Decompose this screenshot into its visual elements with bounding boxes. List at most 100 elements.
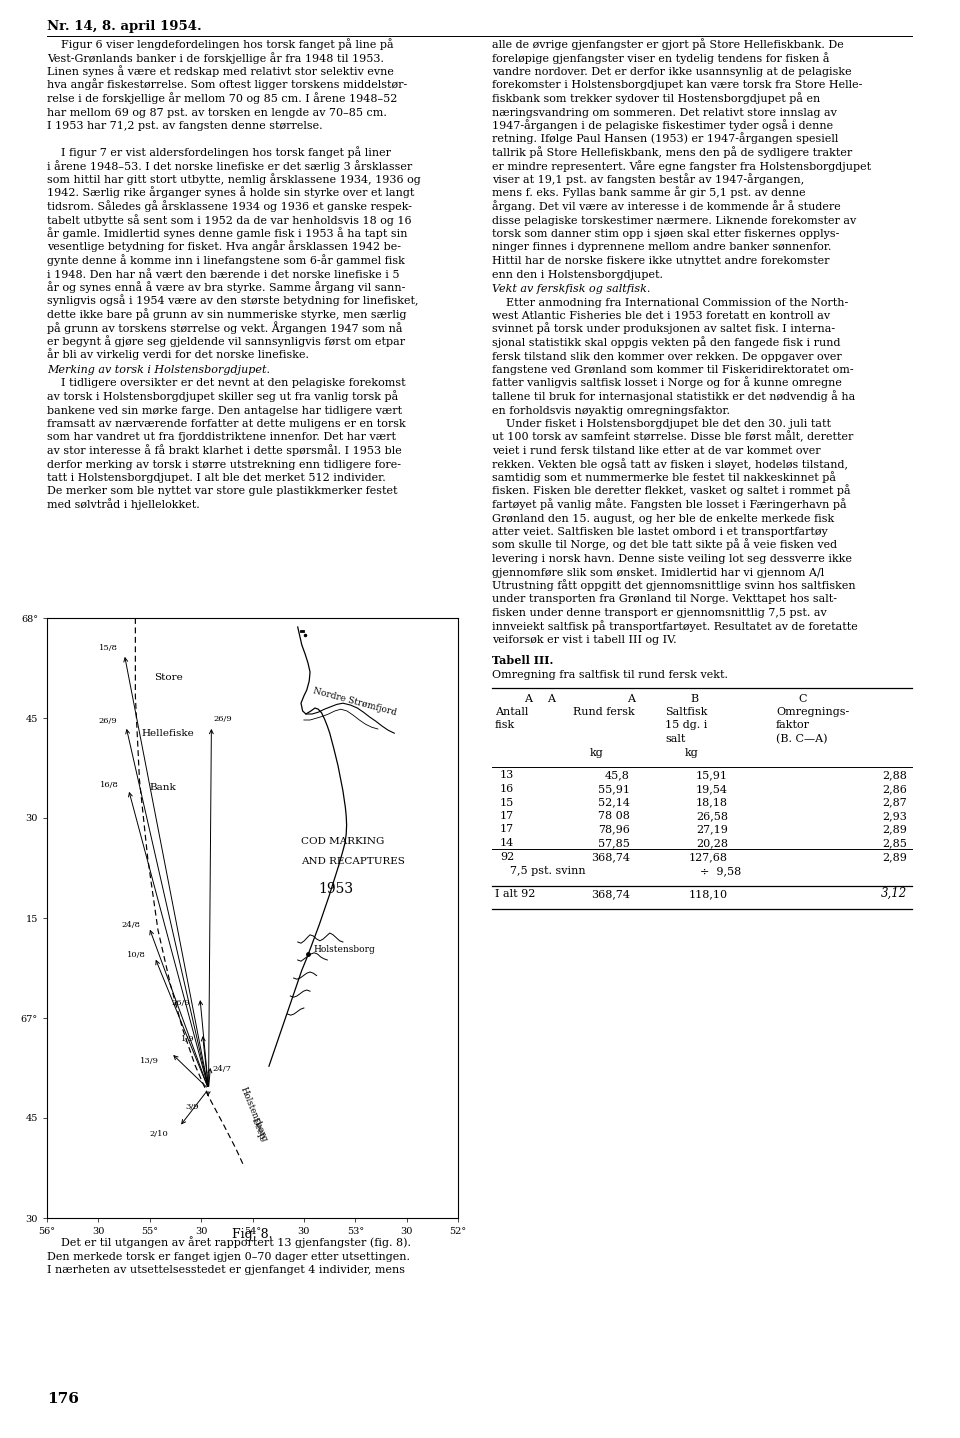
Text: I 1953 har 71,2 pst. av fangsten denne størrelse.: I 1953 har 71,2 pst. av fangsten denne s… (47, 121, 323, 131)
Text: 13: 13 (500, 771, 515, 781)
Text: veiet i rund fersk tilstand like etter at de var kommet over: veiet i rund fersk tilstand like etter a… (492, 446, 821, 456)
Text: tallrik på Store Hellefiskbank, mens den på de sydligere trakter: tallrik på Store Hellefiskbank, mens den… (492, 147, 852, 158)
Text: Nr. 14, 8. april 1954.: Nr. 14, 8. april 1954. (47, 20, 202, 33)
Text: 368,74: 368,74 (591, 853, 630, 863)
Text: I nærheten av utsettelsesstedet er gjenfanget 4 individer, mens: I nærheten av utsettelsesstedet er gjenf… (47, 1265, 405, 1276)
Text: levering i norsk havn. Denne siste veiling lot seg dessverre ikke: levering i norsk havn. Denne siste veili… (492, 554, 852, 564)
Text: atter veiet. Saltfisken ble lastet ombord i et transportfartøy: atter veiet. Saltfisken ble lastet ombor… (492, 526, 828, 536)
Text: framsatt av nærværende forfatter at dette muligens er en torsk: framsatt av nærværende forfatter at dett… (47, 418, 406, 429)
Text: Hellefiske: Hellefiske (141, 729, 194, 738)
Text: rekken. Vekten ble også tatt av fisken i sløyet, hodeløs tilstand,: rekken. Vekten ble også tatt av fisken i… (492, 457, 848, 469)
Text: innveiekt saltfisk på transportfartøyet. Resultatet av de foretatte: innveiekt saltfisk på transportfartøyet.… (492, 620, 857, 631)
Text: 15 dg. i: 15 dg. i (665, 720, 708, 731)
Text: fisken under denne transport er gjennomsnittlig 7,5 pst. av: fisken under denne transport er gjennoms… (492, 608, 827, 618)
Text: alle de øvrige gjenfangster er gjort på Store Hellefiskbank. De: alle de øvrige gjenfangster er gjort på … (492, 39, 844, 50)
Text: 2,93: 2,93 (882, 811, 907, 821)
Text: Det er til utgangen av året rapportert 13 gjenfangster (fig. 8).: Det er til utgangen av året rapportert 1… (47, 1237, 411, 1248)
Text: relse i de forskjellige år mellom 70 og 85 cm. I årene 1948–52: relse i de forskjellige år mellom 70 og … (47, 92, 397, 104)
Text: år og synes ennå å være av bra styrke. Samme årgang vil sann-: år og synes ennå å være av bra styrke. S… (47, 282, 405, 293)
Text: AND RECAPTURES: AND RECAPTURES (301, 857, 405, 866)
Text: 14: 14 (500, 838, 515, 848)
Text: mens f. eks. Fyllas bank samme år gir 5,1 pst. av denne: mens f. eks. Fyllas bank samme år gir 5,… (492, 187, 805, 198)
Text: hva angår fiskestørrelse. Som oftest ligger torskens middelstør-: hva angår fiskestørrelse. Som oftest lig… (47, 79, 407, 91)
Text: synligvis også i 1954 være av den største betydning for linefisket,: synligvis også i 1954 være av den størst… (47, 295, 419, 306)
Text: av torsk i Holstensborgdjupet skiller seg ut fra vanlig torsk på: av torsk i Holstensborgdjupet skiller se… (47, 390, 398, 403)
Text: ut 100 torsk av samfeint størrelse. Disse ble først målt, deretter: ut 100 torsk av samfeint størrelse. Diss… (492, 431, 853, 443)
Text: 7,5 pst. svinn: 7,5 pst. svinn (510, 866, 586, 876)
Text: retning. Ifølge Paul Hansen (1953) er 1947-årgangen spesiell: retning. Ifølge Paul Hansen (1953) er 19… (492, 132, 838, 144)
Text: 1942. Særlig rike årganger synes å holde sin styrke over et langt: 1942. Særlig rike årganger synes å holde… (47, 187, 415, 198)
Text: ninger finnes i dyprennene mellom andre banker sønnenfor.: ninger finnes i dyprennene mellom andre … (492, 243, 831, 253)
Text: forekomster i Holstensborgdjupet kan være torsk fra Store Helle-: forekomster i Holstensborgdjupet kan vær… (492, 81, 862, 91)
Text: fartøyet på vanlig måte. Fangsten ble losset i Færingerhavn på: fartøyet på vanlig måte. Fangsten ble lo… (492, 498, 847, 510)
Text: næringsvandring om sommeren. Det relativt store innslag av: næringsvandring om sommeren. Det relativ… (492, 108, 837, 118)
Text: på grunn av torskens størrelse og vekt. Årgangen 1947 som nå: på grunn av torskens størrelse og vekt. … (47, 321, 402, 334)
Text: 55,91: 55,91 (598, 784, 630, 794)
Text: er mindre representert. Våre egne fangster fra Holstensborgdjupet: er mindre representert. Våre egne fangst… (492, 160, 871, 171)
Text: 1/9: 1/9 (180, 1035, 194, 1043)
Text: Holstensborg: Holstensborg (313, 945, 375, 953)
Text: 26,58: 26,58 (696, 811, 728, 821)
Text: 16: 16 (500, 784, 515, 794)
Text: år bli av virkelig verdi for det norske linefiske.: år bli av virkelig verdi for det norske … (47, 348, 309, 361)
Text: A: A (628, 693, 636, 703)
Text: 176: 176 (47, 1392, 79, 1406)
Text: 2/10: 2/10 (150, 1130, 168, 1137)
Text: Holstensborg: Holstensborg (238, 1086, 269, 1143)
Text: Linen synes å være et redskap med relativt stor selektiv evne: Linen synes å være et redskap med relati… (47, 65, 394, 78)
Text: 17: 17 (500, 811, 515, 821)
Text: Omregning fra saltfisk til rund fersk vekt.: Omregning fra saltfisk til rund fersk ve… (492, 670, 728, 680)
Text: Vekt av ferskfisk og saltfisk.: Vekt av ferskfisk og saltfisk. (492, 283, 650, 293)
Text: enn den i Holstensborgdjupet.: enn den i Holstensborgdjupet. (492, 269, 663, 279)
Text: har mellom 69 og 87 pst. av torsken en lengde av 70–85 cm.: har mellom 69 og 87 pst. av torsken en l… (47, 108, 387, 118)
Text: 52,14: 52,14 (598, 798, 630, 808)
Text: (B. C—A): (B. C—A) (776, 733, 828, 743)
Text: kg: kg (590, 748, 604, 758)
Text: 2,89: 2,89 (882, 853, 907, 863)
Text: Hittil har de norske fiskere ikke utnyttet andre forekomster: Hittil har de norske fiskere ikke utnytt… (492, 256, 829, 266)
Text: 1953: 1953 (319, 881, 353, 896)
Text: er begynt å gjøre seg gjeldende vil sannsynligvis først om etpar: er begynt å gjøre seg gjeldende vil sann… (47, 335, 405, 347)
Text: gjennomføre slik som ønsket. Imidlertid har vi gjennom A/l: gjennomføre slik som ønsket. Imidlertid … (492, 568, 825, 578)
Text: fangstene ved Grønland som kommer til Fiskeridirektoratet om-: fangstene ved Grønland som kommer til Fi… (492, 365, 853, 375)
Text: i 1948. Den har nå vært den bærende i det norske linefiske i 5: i 1948. Den har nå vært den bærende i de… (47, 269, 399, 279)
Text: av stor interesse å få brakt klarhet i dette spørsmål. I 1953 ble: av stor interesse å få brakt klarhet i d… (47, 444, 401, 456)
Text: 57,85: 57,85 (598, 838, 630, 848)
Text: 368,74: 368,74 (591, 889, 630, 899)
Text: svinnet på torsk under produksjonen av saltet fisk. I interna-: svinnet på torsk under produksjonen av s… (492, 322, 835, 335)
Text: torsk som danner stim opp i sjøen skal etter fiskernes opplys-: torsk som danner stim opp i sjøen skal e… (492, 229, 839, 239)
Text: west Atlantic Fisheries ble det i 1953 foretatt en kontroll av: west Atlantic Fisheries ble det i 1953 f… (492, 311, 830, 321)
Text: 26/9: 26/9 (171, 999, 190, 1007)
Text: 45,8: 45,8 (605, 771, 630, 781)
Text: De merker som ble nyttet var store gule plastikkmerker festet: De merker som ble nyttet var store gule … (47, 486, 397, 496)
Text: i årene 1948–53. I det norske linefiske er det særlig 3 årsklasser: i årene 1948–53. I det norske linefiske … (47, 160, 412, 171)
Text: tidsrom. Således gå årsklassene 1934 og 1936 et ganske respek-: tidsrom. Således gå årsklassene 1934 og … (47, 200, 412, 211)
Text: Bank: Bank (150, 782, 177, 792)
Text: 19,54: 19,54 (696, 784, 728, 794)
Text: tatt i Holstensborgdjupet. I alt ble det merket 512 individer.: tatt i Holstensborgdjupet. I alt ble det… (47, 473, 386, 483)
Text: Under fisket i Holstensborgdjupet ble det den 30. juli tatt: Under fisket i Holstensborgdjupet ble de… (492, 418, 831, 429)
Text: 17: 17 (500, 824, 515, 834)
Text: 118,10: 118,10 (689, 889, 728, 899)
Text: 78,96: 78,96 (598, 824, 630, 834)
Text: 16/8: 16/8 (100, 781, 119, 789)
Text: 26/9: 26/9 (213, 715, 232, 723)
Text: I alt 92: I alt 92 (495, 889, 536, 899)
Text: som skulle til Norge, og det ble tatt sikte på å veie fisken ved: som skulle til Norge, og det ble tatt si… (492, 539, 837, 551)
Text: 3/9: 3/9 (185, 1103, 199, 1112)
Text: I figur 7 er vist aldersfordelingen hos torsk fanget på liner: I figur 7 er vist aldersfordelingen hos … (47, 147, 391, 158)
Text: COD MARKING: COD MARKING (301, 837, 384, 846)
Text: år gamle. Imidlertid synes denne gamle fisk i 1953 å ha tapt sin: år gamle. Imidlertid synes denne gamle f… (47, 227, 407, 239)
Text: A: A (547, 693, 555, 703)
Text: dette ikke bare på grunn av sin nummeriske styrke, men særlig: dette ikke bare på grunn av sin nummeris… (47, 308, 406, 321)
Text: Etter anmodning fra International Commission of the North-: Etter anmodning fra International Commis… (492, 298, 849, 308)
Text: 127,68: 127,68 (689, 853, 728, 863)
Text: 2,88: 2,88 (882, 771, 907, 781)
Text: 78 08: 78 08 (598, 811, 630, 821)
Text: fisk: fisk (495, 720, 516, 731)
Text: Deep: Deep (250, 1117, 266, 1142)
Text: Saltfisk: Saltfisk (665, 707, 708, 718)
Text: 15,91: 15,91 (696, 771, 728, 781)
Text: Utrustning fått oppgitt det gjennomsnittlige svinn hos saltfisken: Utrustning fått oppgitt det gjennomsnitt… (492, 580, 855, 591)
Text: 2,87: 2,87 (882, 798, 907, 808)
